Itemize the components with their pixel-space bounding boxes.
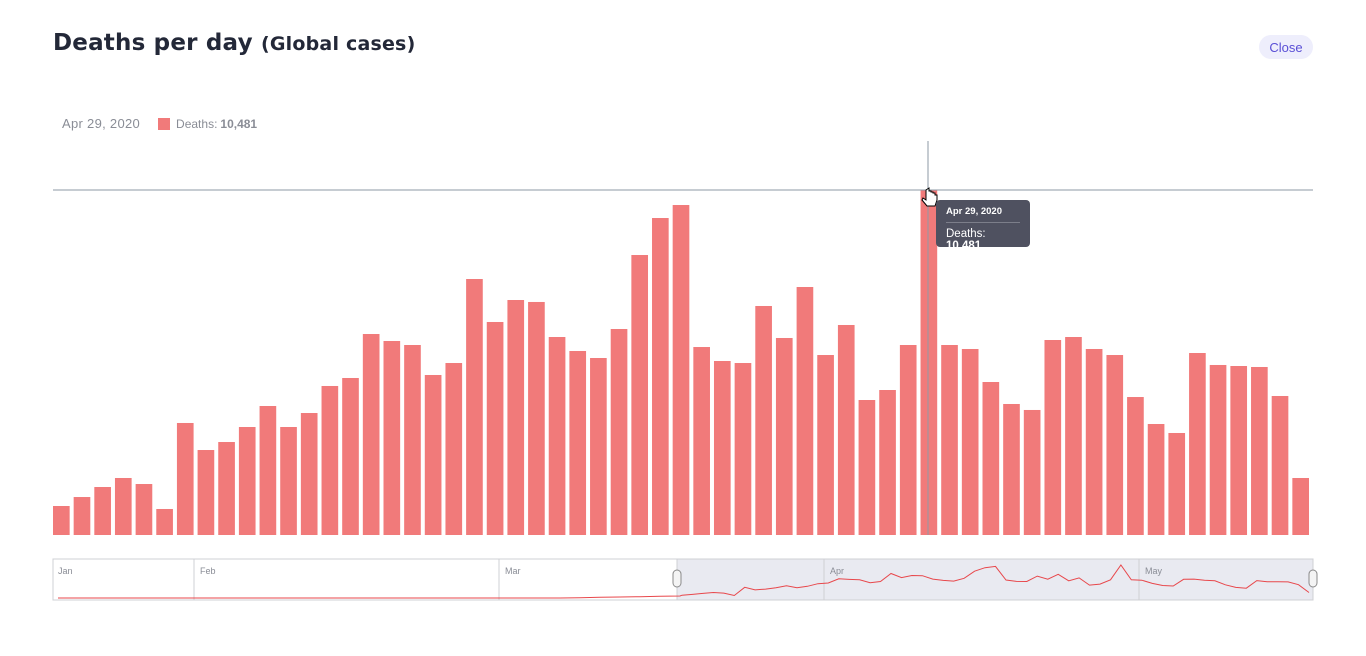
tooltip-divider — [946, 222, 1020, 223]
bar[interactable] — [1147, 424, 1165, 535]
bar[interactable] — [590, 358, 607, 535]
navigator-month-mar: Mar — [505, 566, 521, 576]
bar[interactable] — [383, 340, 401, 535]
tooltip-date: Apr 29, 2020 — [946, 206, 1002, 217]
bar[interactable] — [1209, 364, 1227, 535]
bar[interactable] — [445, 363, 463, 535]
navigator-month-feb: Feb — [200, 566, 216, 576]
bar[interactable] — [73, 497, 91, 535]
bar[interactable] — [796, 287, 814, 535]
navigator-line — [58, 564, 1310, 599]
bar[interactable] — [53, 506, 70, 535]
tooltip: Apr 29, 2020 Deaths: 10,481 — [936, 200, 1030, 252]
navigator[interactable] — [52, 558, 1318, 601]
tooltip-value: 10,481 — [946, 240, 982, 252]
title-text: Deaths per day — [53, 30, 253, 56]
tooltip-label: Deaths: — [946, 228, 986, 240]
bar[interactable] — [1230, 366, 1248, 535]
bar[interactable] — [1168, 432, 1186, 535]
legend-label: Deaths: — [176, 116, 218, 131]
bar[interactable] — [569, 350, 587, 535]
bar[interactable] — [693, 347, 710, 535]
bar[interactable] — [548, 337, 566, 535]
bar[interactable] — [1127, 397, 1144, 535]
bar[interactable] — [858, 400, 876, 535]
bar[interactable] — [713, 361, 731, 535]
page-title: Deaths per day (Global cases) — [53, 30, 415, 56]
bar[interactable] — [734, 363, 752, 535]
bar[interactable] — [486, 321, 504, 535]
bar[interactable] — [1292, 477, 1309, 535]
bar[interactable] — [652, 218, 669, 535]
legend-date: Apr 29, 2020 — [62, 116, 141, 131]
bar[interactable] — [238, 427, 256, 535]
bar[interactable] — [528, 301, 545, 535]
bar[interactable] — [837, 324, 855, 535]
navigator-handle-left[interactable] — [672, 569, 682, 588]
bar[interactable] — [610, 329, 628, 535]
bar[interactable] — [362, 334, 380, 535]
bar[interactable] — [218, 442, 235, 535]
navigator-handle-right[interactable] — [1308, 569, 1318, 588]
bar[interactable] — [672, 205, 690, 536]
bar[interactable] — [982, 382, 1000, 535]
bar[interactable] — [1085, 348, 1103, 535]
bar[interactable] — [1189, 353, 1206, 535]
bar[interactable] — [879, 390, 896, 535]
tooltip-value-row: Deaths: 10,481 — [946, 228, 1020, 252]
bar[interactable] — [1251, 366, 1268, 535]
bar[interactable] — [342, 377, 359, 535]
bar[interactable] — [94, 487, 111, 535]
bar[interactable] — [300, 413, 318, 535]
navigator-month-apr: Apr — [830, 566, 845, 576]
bar[interactable] — [775, 337, 793, 535]
bar[interactable] — [466, 279, 483, 535]
navigator-month-may: May — [1145, 566, 1163, 576]
bar[interactable] — [1023, 409, 1041, 535]
bar[interactable] — [197, 450, 215, 535]
hand-cursor-icon — [921, 187, 938, 207]
bar[interactable] — [135, 484, 153, 535]
legend-swatch — [158, 117, 171, 130]
bar[interactable] — [280, 427, 297, 535]
navigator-month-jan: Jan — [58, 566, 73, 576]
bar[interactable] — [755, 305, 772, 535]
legend: Apr 29, 2020 Deaths: 10,481 — [62, 116, 257, 131]
bar[interactable] — [941, 345, 958, 535]
bar[interactable] — [1003, 403, 1020, 535]
bar[interactable] — [424, 374, 442, 535]
bar[interactable] — [961, 348, 979, 535]
bar[interactable] — [899, 345, 917, 535]
bar[interactable] — [404, 345, 421, 535]
bar[interactable] — [259, 405, 277, 535]
title-subtitle: (Global cases) — [260, 33, 416, 55]
bar[interactable] — [1065, 337, 1082, 535]
navigator-selection[interactable] — [676, 558, 1314, 601]
bar[interactable] — [1106, 355, 1124, 535]
bar[interactable] — [1271, 395, 1289, 535]
bar[interactable] — [114, 477, 132, 535]
legend-value: 10,481 — [220, 116, 258, 131]
bar[interactable] — [920, 190, 938, 535]
bar[interactable] — [817, 355, 834, 535]
bar[interactable] — [507, 300, 525, 535]
close-button[interactable]: Close — [1259, 35, 1313, 59]
bar[interactable] — [1044, 340, 1062, 535]
bar[interactable] — [156, 508, 173, 535]
bar[interactable] — [631, 255, 649, 535]
bar[interactable] — [176, 422, 194, 535]
bar[interactable] — [321, 385, 339, 535]
